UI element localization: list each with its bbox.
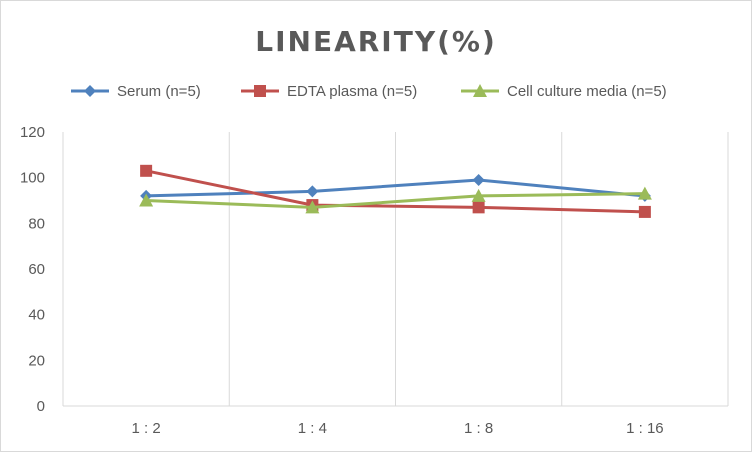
- legend: Serum (n=5) EDTA plasma (n=5) Cell culture…: [71, 83, 667, 100]
- data-point-triangle: [305, 200, 320, 214]
- legend-label: Cell culture media (n=5): [507, 83, 667, 100]
- axes: 0 20 40 60 80 100 120 1 : 2 1 : 4 1 : 8 1 : 16: [20, 124, 728, 437]
- series-layer: [139, 164, 652, 218]
- series-line: [145, 169, 645, 214]
- legend-entry: EDTA plasma (n=5): [241, 83, 417, 100]
- gridlines: [62, 132, 729, 406]
- legend-label: Serum (n=5): [117, 83, 201, 100]
- series-2: [139, 186, 652, 214]
- legend-marker: [254, 85, 266, 97]
- data-point-triangle: [139, 193, 154, 207]
- x-tick-label: 1 : 16: [626, 420, 664, 437]
- y-tick-label: 40: [28, 307, 45, 324]
- legend-marker: [84, 85, 96, 97]
- series-line: [146, 178, 646, 198]
- legend-label: EDTA plasma (n=5): [287, 83, 417, 100]
- legend-entry: Cell culture media (n=5): [461, 83, 667, 100]
- data-point-square: [638, 205, 651, 218]
- y-tick-label: 120: [20, 124, 45, 141]
- data-point-square: [472, 201, 485, 214]
- chart-title: LINEARITY(%): [255, 25, 497, 58]
- legend-marker: [473, 84, 487, 97]
- data-point-triangle: [471, 188, 486, 202]
- data-point-diamond: [306, 185, 319, 198]
- x-tick-label: 1 : 2: [132, 420, 161, 437]
- y-tick-label: 100: [20, 170, 45, 187]
- data-point-triangle: [637, 186, 652, 200]
- x-tick-label: 1 : 4: [298, 420, 327, 437]
- y-tick-label: 80: [28, 215, 45, 232]
- y-tick-label: 0: [37, 398, 45, 415]
- legend-entry: Serum (n=5): [71, 83, 201, 100]
- data-point-diamond: [472, 173, 485, 186]
- y-tick-label: 20: [28, 352, 45, 369]
- series-line: [146, 192, 645, 209]
- x-tick-label: 1 : 8: [464, 420, 493, 437]
- data-point-square: [140, 164, 153, 177]
- y-tick-label: 60: [28, 261, 45, 278]
